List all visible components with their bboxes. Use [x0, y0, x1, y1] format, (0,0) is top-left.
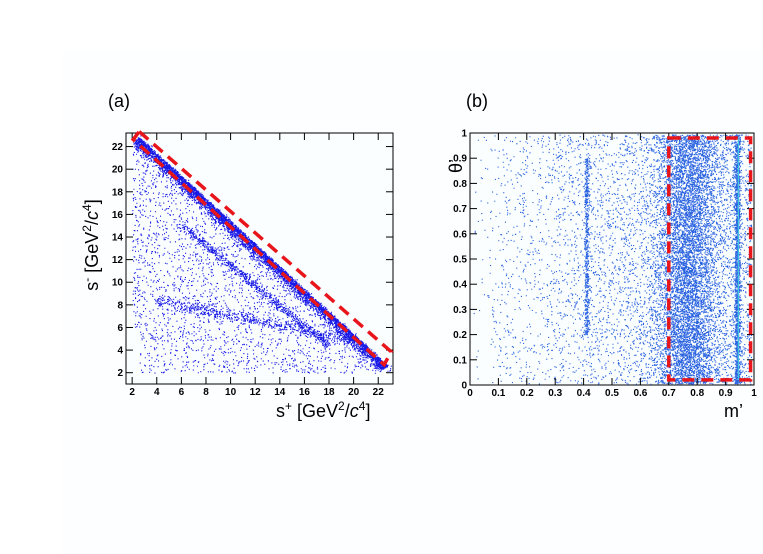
x-tick-label: 22 — [373, 387, 385, 398]
y-tick-label: 0.9 — [453, 154, 467, 165]
x-tick-label: 6 — [179, 387, 185, 398]
y-tick-label: 18 — [112, 187, 124, 198]
x-tick-label: 1 — [751, 388, 757, 399]
y-tick-label: 22 — [112, 142, 124, 153]
x-tick-label: 0.5 — [605, 388, 619, 399]
x-tick-label: 16 — [299, 387, 311, 398]
panel-a-y-axis-title: s- [GeV2/c4] — [80, 199, 102, 290]
x-tick-label: 12 — [250, 387, 262, 398]
y-tick-label: 0.5 — [453, 255, 467, 266]
panel-a-highlight-band — [130, 128, 394, 368]
x-tick-label: 14 — [274, 387, 286, 398]
panel-b-x-axis-title: m’ — [724, 401, 743, 421]
y-tick-label: 0.6 — [453, 229, 467, 240]
x-tick-label: 8 — [203, 387, 209, 398]
panel-b-points — [473, 134, 753, 385]
x-tick-label: 0.2 — [520, 388, 534, 399]
y-tick-label: 0 — [461, 381, 467, 392]
x-tick-label: 0.9 — [719, 388, 733, 399]
y-tick-label: 6 — [117, 323, 123, 334]
panel-b-ticks: 0 0.1 0.2 0.3 0.4 0.5 0.6 0.7 0.8 0.9 1 0 0.1 0.2 0.3 0… — [453, 129, 757, 400]
panel-a-label: (a) — [108, 91, 130, 111]
x-tick-label: 4 — [154, 387, 160, 398]
panel-a: (a) 2 4 6 8 10 12 14 16 18 20 22246810121416182022… — [80, 91, 394, 421]
scatter-points-b — [473, 134, 753, 385]
y-tick-label: 14 — [112, 233, 124, 244]
y-tick-label: 0.2 — [453, 330, 467, 341]
y-tick-label: 12 — [112, 255, 124, 266]
x-tick-label: 0.6 — [633, 388, 647, 399]
y-tick-label: 20 — [112, 165, 124, 176]
y-tick-label: 8 — [117, 300, 123, 311]
x-tick-label: 2 — [129, 387, 135, 398]
x-tick-label: 0 — [467, 388, 473, 399]
x-tick-label: 0.3 — [548, 388, 562, 399]
y-tick-label: 16 — [112, 210, 124, 221]
x-tick-label: 20 — [348, 387, 360, 398]
y-tick-label: 1 — [461, 129, 467, 140]
y-tick-label: 0.7 — [453, 204, 467, 215]
panel-b-y-axis-title: θ’ — [446, 159, 466, 173]
x-tick-label: 18 — [323, 387, 335, 398]
x-tick-label: 0.4 — [577, 388, 591, 399]
panel-b-label: (b) — [466, 91, 488, 111]
x-tick-label: 0.1 — [491, 388, 505, 399]
y-tick-label: 10 — [112, 278, 124, 289]
panel-a-x-axis-title: s+ [GeV2/c4] — [276, 399, 370, 421]
x-tick-label: 10 — [225, 387, 237, 398]
y-tick-label: 0.1 — [453, 355, 467, 366]
y-tick-label: 0.4 — [453, 280, 467, 291]
y-tick-label: 4 — [117, 346, 123, 357]
y-tick-label: 0.3 — [453, 305, 467, 316]
y-tick-label: 0.8 — [453, 179, 467, 190]
panel-b: (b) 0 0.1 0.2 0.3 0.4 0.5 0.6 0.7 0.8 0.9 1 0 0.1 0.2… — [446, 91, 757, 421]
x-tick-label: 0.8 — [690, 388, 704, 399]
x-tick-label: 0.7 — [662, 388, 676, 399]
panel-b-highlight-box — [667, 136, 753, 382]
y-tick-label: 2 — [117, 368, 123, 379]
